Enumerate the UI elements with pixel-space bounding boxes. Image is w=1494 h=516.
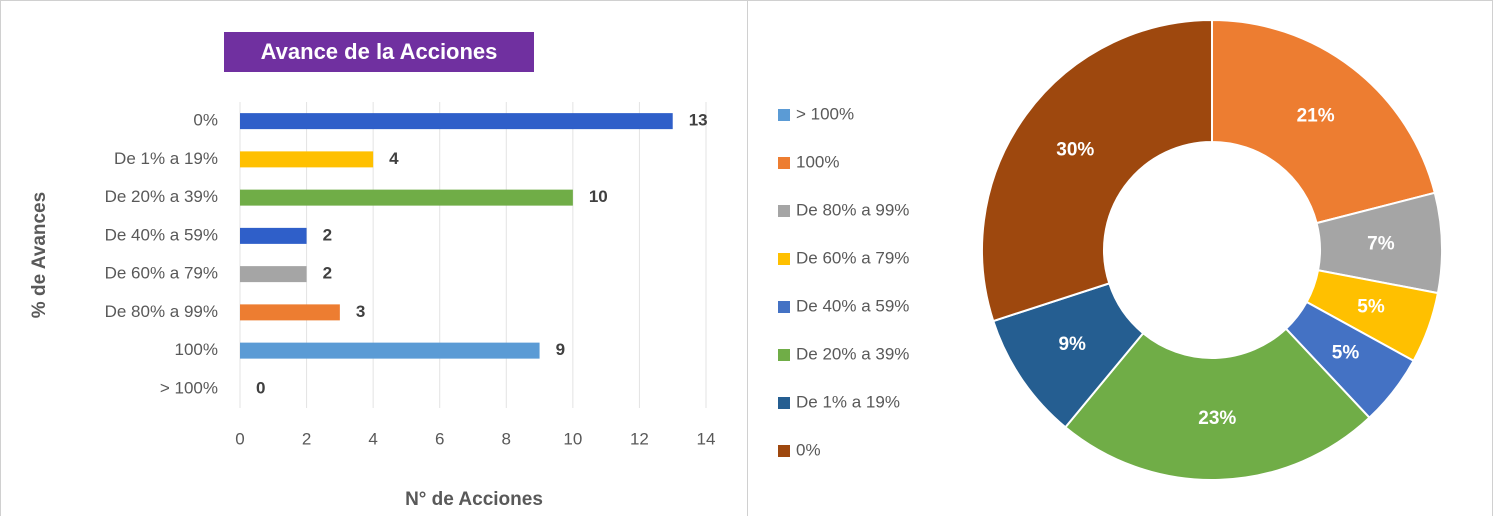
bar — [240, 113, 673, 130]
legend-swatch — [778, 397, 790, 409]
y-tick-label: 100% — [175, 340, 218, 359]
legend-label: 0% — [796, 440, 821, 459]
legend-label: 100% — [796, 152, 839, 171]
donut-slice — [981, 18, 1213, 323]
bar — [240, 266, 307, 283]
legend-label: De 60% a 79% — [796, 248, 909, 267]
data-label: 23% — [1198, 408, 1236, 429]
title-box — [224, 32, 534, 72]
legend-swatch — [778, 301, 790, 313]
y-tick-label: > 100% — [160, 378, 218, 397]
legend-label: De 40% a 59% — [796, 296, 909, 315]
x-tick-label: 12 — [630, 429, 649, 448]
data-label: 21% — [1297, 105, 1335, 126]
bar — [240, 189, 573, 206]
data-label: 10 — [589, 187, 608, 206]
legend-swatch — [778, 253, 790, 265]
panel-border — [747, 0, 1493, 516]
x-tick-label: 4 — [368, 429, 377, 448]
data-label: 5% — [1357, 296, 1385, 317]
data-label: 4 — [389, 149, 399, 168]
legend-swatch — [778, 349, 790, 361]
data-label: 3 — [356, 302, 365, 321]
x-tick-label: 6 — [435, 429, 444, 448]
data-label: 0 — [256, 378, 265, 397]
x-tick-label: 14 — [697, 429, 716, 448]
data-label: 9 — [556, 340, 565, 359]
data-label: 7% — [1367, 234, 1395, 255]
bar — [240, 304, 340, 321]
x-tick-label: 2 — [302, 429, 311, 448]
x-tick-label: 10 — [563, 429, 582, 448]
data-label: 13 — [689, 111, 708, 130]
data-label: 2 — [323, 225, 332, 244]
bar — [240, 227, 307, 244]
x-axis-label: N° de Acciones — [405, 489, 543, 510]
legend-swatch — [778, 445, 790, 457]
legend-swatch — [778, 109, 790, 121]
x-tick-label: 8 — [502, 429, 511, 448]
bar — [240, 342, 540, 359]
y-tick-label: 0% — [193, 111, 218, 130]
legend-swatch — [778, 157, 790, 169]
legend-label: > 100% — [796, 104, 854, 123]
legend-swatch — [778, 205, 790, 217]
y-tick-label: De 20% a 39% — [105, 187, 218, 206]
y-tick-label: De 1% a 19% — [114, 149, 218, 168]
y-tick-label: De 40% a 59% — [105, 225, 218, 244]
donut-slice — [1211, 18, 1436, 225]
y-axis-label: % de Avances — [29, 192, 50, 318]
legend-label: De 20% a 39% — [796, 344, 909, 363]
data-label: 2 — [323, 264, 332, 283]
donut-slice — [1063, 327, 1371, 482]
data-label: 5% — [1332, 343, 1360, 364]
bar — [240, 151, 374, 168]
y-tick-label: De 80% a 99% — [105, 302, 218, 321]
chart-title: Avance de la Acciones — [261, 39, 498, 64]
y-tick-label: De 60% a 79% — [105, 264, 218, 283]
legend-label: De 1% a 19% — [796, 392, 900, 411]
data-label: 30% — [1056, 140, 1094, 161]
legend-label: De 80% a 99% — [796, 200, 909, 219]
x-tick-label: 0 — [235, 429, 244, 448]
data-label: 9% — [1058, 334, 1086, 355]
